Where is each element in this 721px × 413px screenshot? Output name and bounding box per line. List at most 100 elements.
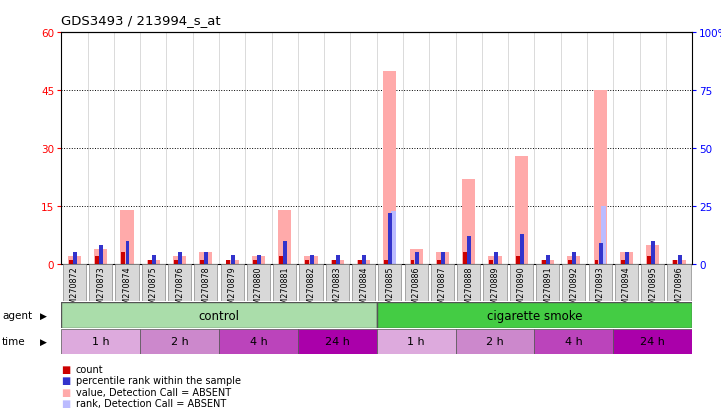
Bar bbox=[391, 211, 396, 264]
Bar bbox=[488, 256, 502, 264]
Bar bbox=[306, 261, 309, 264]
Bar bbox=[646, 245, 659, 264]
Bar bbox=[178, 253, 182, 264]
Bar bbox=[467, 237, 472, 264]
Bar bbox=[273, 264, 296, 301]
Text: ■: ■ bbox=[61, 398, 71, 408]
Bar bbox=[140, 329, 219, 354]
Bar bbox=[614, 329, 692, 354]
Bar bbox=[331, 261, 344, 264]
Bar bbox=[620, 253, 633, 264]
Text: GSM270895: GSM270895 bbox=[648, 266, 658, 314]
Bar bbox=[377, 329, 456, 354]
Bar bbox=[598, 244, 603, 264]
Text: GSM270894: GSM270894 bbox=[622, 266, 631, 314]
Bar bbox=[120, 210, 133, 264]
Bar bbox=[283, 241, 287, 264]
Bar bbox=[221, 264, 244, 301]
Bar bbox=[490, 261, 493, 264]
Bar bbox=[593, 91, 607, 264]
Bar bbox=[410, 261, 415, 264]
Bar bbox=[384, 261, 388, 264]
Bar bbox=[68, 261, 73, 264]
Bar bbox=[562, 264, 585, 301]
Bar bbox=[462, 180, 475, 264]
Bar bbox=[520, 234, 523, 264]
Bar bbox=[673, 261, 686, 264]
Bar bbox=[89, 264, 112, 301]
Bar bbox=[352, 264, 375, 301]
Bar bbox=[115, 264, 138, 301]
Text: time: time bbox=[2, 337, 26, 347]
Bar bbox=[279, 256, 283, 264]
Bar bbox=[377, 302, 692, 328]
Bar bbox=[146, 261, 160, 264]
Bar bbox=[231, 255, 234, 264]
Text: 2 h: 2 h bbox=[171, 337, 188, 347]
Bar bbox=[326, 264, 349, 301]
Bar bbox=[595, 261, 598, 264]
Bar bbox=[436, 253, 449, 264]
Text: GSM270882: GSM270882 bbox=[306, 266, 316, 314]
Bar bbox=[299, 264, 322, 301]
Text: GSM270889: GSM270889 bbox=[490, 266, 500, 314]
Bar bbox=[200, 261, 204, 264]
Bar bbox=[494, 253, 497, 264]
Text: GSM270892: GSM270892 bbox=[570, 266, 578, 314]
Bar bbox=[431, 264, 454, 301]
Bar bbox=[384, 71, 397, 264]
Text: GSM270886: GSM270886 bbox=[412, 266, 420, 314]
Text: 1 h: 1 h bbox=[407, 337, 425, 347]
Text: 24 h: 24 h bbox=[325, 337, 350, 347]
Bar bbox=[588, 264, 611, 301]
Text: GSM270881: GSM270881 bbox=[280, 266, 289, 314]
Bar bbox=[257, 255, 261, 264]
Bar bbox=[226, 261, 239, 264]
Bar bbox=[309, 255, 314, 264]
Bar bbox=[379, 264, 402, 301]
Text: percentile rank within the sample: percentile rank within the sample bbox=[76, 375, 241, 385]
Bar bbox=[457, 264, 480, 301]
Text: cigarette smoke: cigarette smoke bbox=[487, 309, 582, 322]
Bar bbox=[510, 264, 533, 301]
Bar bbox=[567, 256, 580, 264]
Text: GSM270884: GSM270884 bbox=[359, 266, 368, 314]
Text: GSM270883: GSM270883 bbox=[333, 266, 342, 314]
Text: count: count bbox=[76, 364, 103, 374]
Text: GSM270873: GSM270873 bbox=[96, 266, 105, 314]
Text: GSM270890: GSM270890 bbox=[517, 266, 526, 314]
Bar bbox=[673, 261, 677, 264]
Bar bbox=[148, 261, 151, 264]
Bar bbox=[336, 255, 340, 264]
Bar bbox=[152, 255, 156, 264]
Bar bbox=[515, 157, 528, 264]
Text: 24 h: 24 h bbox=[640, 337, 665, 347]
Bar bbox=[121, 253, 125, 264]
Text: 4 h: 4 h bbox=[249, 337, 267, 347]
Bar bbox=[625, 253, 629, 264]
Text: GSM270875: GSM270875 bbox=[149, 266, 158, 314]
Text: ■: ■ bbox=[61, 387, 71, 396]
Text: control: control bbox=[198, 309, 239, 322]
Text: GSM270874: GSM270874 bbox=[123, 266, 131, 314]
Bar bbox=[357, 261, 370, 264]
Bar bbox=[651, 241, 655, 264]
Bar bbox=[536, 264, 559, 301]
Text: ▶: ▶ bbox=[40, 311, 47, 320]
Text: GSM270872: GSM270872 bbox=[70, 266, 79, 314]
Bar bbox=[572, 253, 576, 264]
Bar bbox=[534, 329, 614, 354]
Bar bbox=[95, 256, 99, 264]
Bar bbox=[61, 302, 377, 328]
Bar bbox=[332, 261, 335, 264]
Bar bbox=[252, 256, 265, 264]
Text: 4 h: 4 h bbox=[565, 337, 583, 347]
Bar bbox=[199, 253, 213, 264]
Bar bbox=[389, 214, 392, 264]
Text: ■: ■ bbox=[61, 364, 71, 374]
Text: GDS3493 / 213994_s_at: GDS3493 / 213994_s_at bbox=[61, 14, 221, 26]
Text: GSM270878: GSM270878 bbox=[201, 266, 211, 314]
Bar bbox=[99, 246, 103, 264]
Bar bbox=[174, 261, 178, 264]
Text: GSM270891: GSM270891 bbox=[543, 266, 552, 314]
